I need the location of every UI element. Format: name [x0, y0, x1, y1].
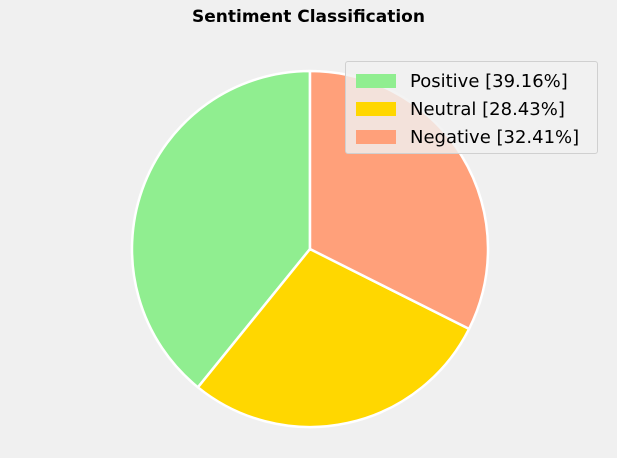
legend-swatch-positive: [356, 74, 396, 88]
legend-item-positive: Positive [39.16%]: [356, 67, 587, 95]
pie-slice-positive: [130, 69, 312, 389]
chart-title: Sentiment Classification: [192, 7, 425, 27]
legend-label-positive: Positive [39.16%]: [410, 70, 568, 92]
pie-slice-neutral: [196, 247, 471, 429]
legend-item-neutral: Neutral [28.43%]: [356, 95, 587, 123]
legend-swatch-negative: [356, 130, 396, 144]
legend-swatch-neutral: [356, 102, 396, 116]
legend-label-negative: Negative [32.41%]: [410, 126, 580, 148]
legend: Positive [39.16%] Neutral [28.43%] Negat…: [345, 61, 598, 154]
legend-item-negative: Negative [32.41%]: [356, 123, 587, 151]
legend-label-neutral: Neutral [28.43%]: [410, 98, 565, 120]
